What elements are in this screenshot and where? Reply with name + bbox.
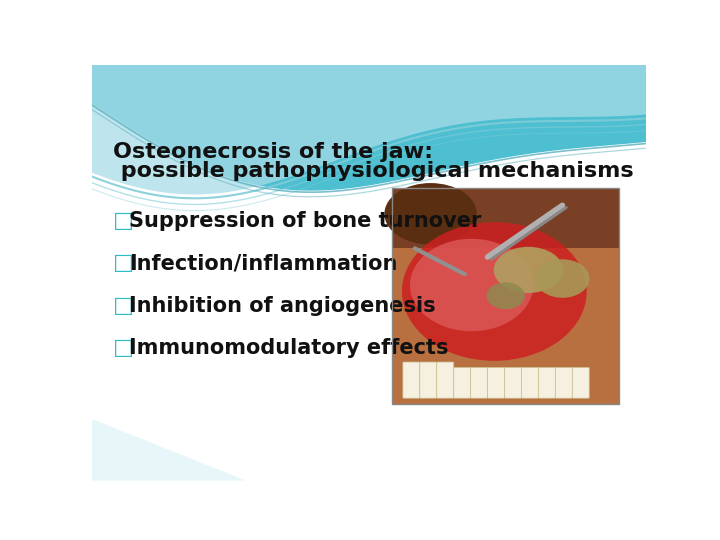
Text: Infection/inflammation: Infection/inflammation xyxy=(129,253,397,273)
Ellipse shape xyxy=(410,239,534,331)
Text: □: □ xyxy=(113,253,135,273)
Ellipse shape xyxy=(536,259,590,298)
Text: Inhibition of angiogenesis: Inhibition of angiogenesis xyxy=(129,296,436,316)
FancyBboxPatch shape xyxy=(403,362,420,398)
Text: Immunomodulatory effects: Immunomodulatory effects xyxy=(129,338,449,358)
Polygon shape xyxy=(92,419,246,481)
FancyBboxPatch shape xyxy=(539,367,555,398)
Text: Suppression of bone turnover: Suppression of bone turnover xyxy=(129,211,481,231)
Text: □: □ xyxy=(113,211,135,231)
Text: □: □ xyxy=(113,296,135,316)
Ellipse shape xyxy=(384,183,477,245)
FancyBboxPatch shape xyxy=(454,367,471,398)
Polygon shape xyxy=(92,65,647,194)
FancyBboxPatch shape xyxy=(505,367,521,398)
Bar xyxy=(392,188,619,248)
FancyBboxPatch shape xyxy=(420,362,437,398)
FancyBboxPatch shape xyxy=(555,367,572,398)
Ellipse shape xyxy=(402,222,587,361)
FancyBboxPatch shape xyxy=(437,362,454,398)
Ellipse shape xyxy=(494,247,563,293)
Text: Osteonecrosis of the jaw:: Osteonecrosis of the jaw: xyxy=(113,142,433,162)
Text: possible pathophysiological mechanisms: possible pathophysiological mechanisms xyxy=(113,161,634,181)
Polygon shape xyxy=(92,65,647,191)
FancyBboxPatch shape xyxy=(487,367,505,398)
FancyBboxPatch shape xyxy=(471,367,487,398)
Ellipse shape xyxy=(487,282,525,309)
FancyBboxPatch shape xyxy=(572,367,589,398)
Text: □: □ xyxy=(113,338,135,358)
Bar xyxy=(392,188,619,403)
FancyBboxPatch shape xyxy=(521,367,539,398)
Bar xyxy=(392,188,619,403)
